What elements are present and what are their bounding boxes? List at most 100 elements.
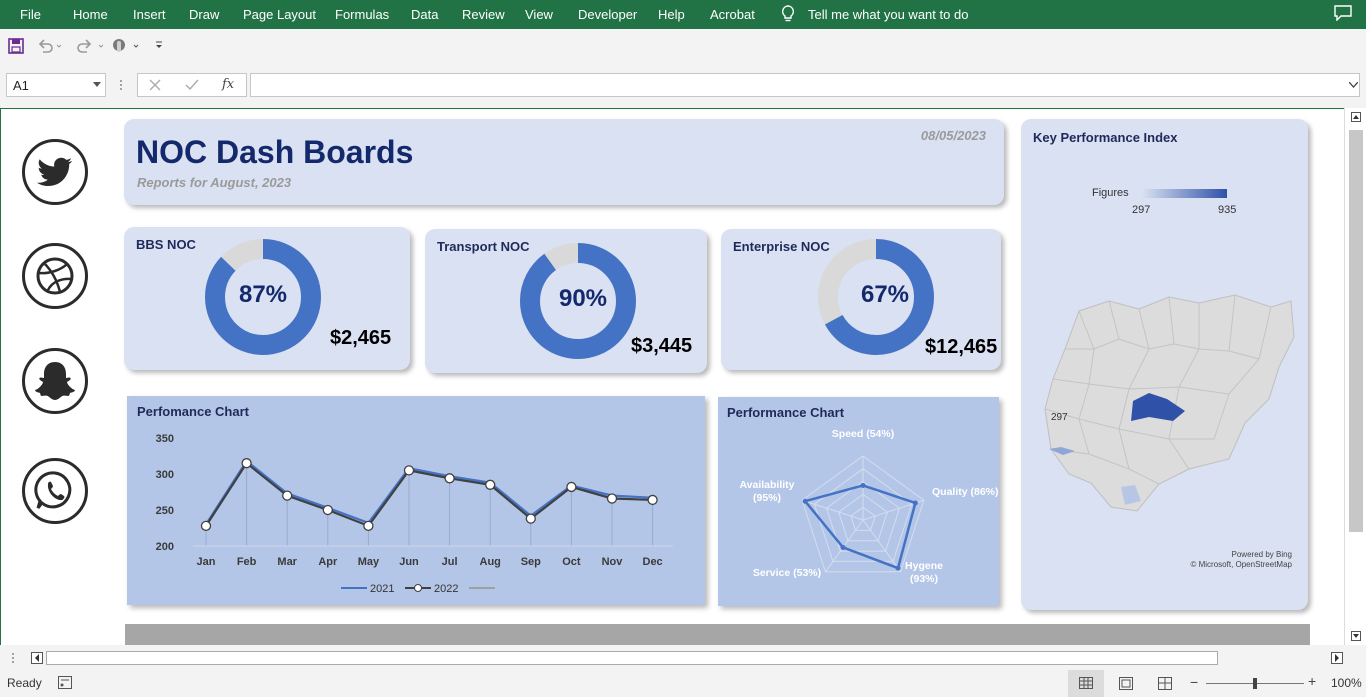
horizontal-scroll-thumb[interactable] bbox=[46, 651, 1218, 665]
x-tick-label: Oct bbox=[562, 556, 581, 568]
undo-icon[interactable] bbox=[37, 38, 63, 54]
x-tick-label: May bbox=[358, 556, 380, 568]
radar-axis-label: Quality (86%) bbox=[932, 486, 999, 498]
tell-me-search[interactable]: Tell me what you want to do bbox=[780, 4, 968, 24]
kpi-percent: 87% bbox=[238, 281, 288, 308]
scroll-up-icon[interactable] bbox=[1351, 112, 1361, 122]
page-layout-view-icon[interactable] bbox=[1119, 677, 1133, 690]
normal-view-button[interactable] bbox=[1068, 670, 1104, 697]
scroll-left-icon[interactable] bbox=[31, 652, 43, 664]
tab-review[interactable]: Review bbox=[462, 7, 505, 22]
x-tick-label: Mar bbox=[277, 556, 297, 568]
tab-help[interactable]: Help bbox=[658, 7, 685, 22]
page-break-view-icon[interactable] bbox=[1158, 677, 1172, 690]
whatsapp-icon bbox=[34, 471, 72, 509]
tab-formulas[interactable]: Formulas bbox=[335, 7, 390, 22]
map-region-label: 297 bbox=[1051, 412, 1068, 423]
tab-data[interactable]: Data bbox=[411, 7, 439, 22]
radar-axis-label: Speed (54%) bbox=[832, 428, 894, 440]
map-legend-max: 935 bbox=[1218, 204, 1237, 216]
snapchat-button[interactable] bbox=[22, 348, 88, 414]
customize-toolbar-icon[interactable] bbox=[154, 39, 164, 51]
y-tick-label: 200 bbox=[156, 541, 174, 553]
map-highlight-region[interactable] bbox=[1131, 393, 1185, 421]
tab-draw[interactable]: Draw bbox=[189, 7, 220, 22]
tab-file[interactable]: File bbox=[20, 7, 41, 22]
lightbulb-icon bbox=[781, 5, 795, 22]
radar-point bbox=[840, 544, 846, 550]
insert-function-button[interactable]: fx bbox=[222, 77, 235, 92]
kpi-percent: 90% bbox=[558, 285, 608, 312]
twitter-icon bbox=[37, 157, 72, 186]
nigeria-map[interactable] bbox=[1039, 289, 1299, 519]
save-icon[interactable] bbox=[8, 38, 24, 54]
data-point bbox=[282, 490, 293, 501]
radar-spoke bbox=[801, 499, 864, 521]
radar-axis-label: Service (53%) bbox=[753, 567, 821, 579]
radar-axis-label-line: Hygene bbox=[905, 560, 943, 572]
data-point bbox=[403, 465, 415, 476]
name-box-value: A1 bbox=[13, 78, 29, 93]
tab-insert[interactable]: Insert bbox=[133, 7, 166, 22]
data-point bbox=[444, 473, 455, 484]
tab-developer[interactable]: Developer bbox=[578, 7, 638, 22]
legend-marker-2022 bbox=[414, 584, 422, 592]
vertical-scroll-thumb[interactable] bbox=[1349, 130, 1363, 532]
tab-home[interactable]: Home bbox=[73, 7, 108, 22]
map-legend-gradient bbox=[1142, 189, 1227, 198]
donut-arc bbox=[205, 239, 321, 355]
expand-formula-bar-icon[interactable] bbox=[1349, 82, 1358, 88]
more-options-icon[interactable] bbox=[118, 78, 124, 92]
radar-axis-label: Availability (95%) bbox=[739, 479, 794, 504]
macro-record-icon[interactable] bbox=[58, 676, 72, 689]
x-tick-label: Nov bbox=[602, 556, 624, 568]
donut-chart-transport bbox=[520, 243, 636, 359]
footer-band bbox=[125, 624, 1310, 646]
x-tick-label: Feb bbox=[237, 556, 257, 568]
data-point bbox=[363, 520, 374, 531]
tab-page-layout[interactable]: Page Layout bbox=[243, 7, 317, 22]
radar-axis-label-line: Speed (54%) bbox=[832, 428, 894, 440]
dribbble-button[interactable] bbox=[22, 243, 88, 309]
formula-input[interactable] bbox=[250, 73, 1360, 97]
snapchat-icon bbox=[35, 362, 75, 400]
comments-icon[interactable] bbox=[1334, 5, 1352, 21]
x-tick-label: Dec bbox=[643, 556, 663, 568]
donut-arc bbox=[520, 243, 636, 359]
zoom-slider-handle[interactable] bbox=[1253, 678, 1257, 689]
kpi-title: BBS NOC bbox=[136, 237, 196, 252]
zoom-out-button[interactable]: − bbox=[1190, 674, 1199, 690]
tab-view[interactable]: View bbox=[525, 7, 553, 22]
donut-arc bbox=[818, 239, 934, 355]
worksheet-canvas[interactable]: NOC Dash Boards Reports for August, 2023… bbox=[0, 108, 1344, 646]
kpi-title: Transport NOC bbox=[437, 239, 530, 254]
scroll-down-icon[interactable] bbox=[1351, 631, 1361, 641]
name-box[interactable]: A1 bbox=[6, 73, 106, 97]
enter-icon[interactable] bbox=[185, 79, 199, 91]
radar-axis-label-line: (93%) bbox=[910, 573, 938, 585]
whatsapp-button[interactable] bbox=[22, 458, 88, 524]
cancel-icon[interactable] bbox=[149, 79, 161, 91]
twitter-button[interactable] bbox=[22, 139, 88, 205]
page-subtitle: Reports for August, 2023 bbox=[137, 175, 292, 190]
kpi-percent: 67% bbox=[860, 281, 910, 308]
x-tick-label: Jan bbox=[197, 556, 216, 568]
data-point bbox=[525, 513, 536, 524]
sheet-options-icon[interactable] bbox=[10, 652, 16, 664]
scroll-right-icon[interactable] bbox=[1331, 652, 1343, 664]
tab-acrobat[interactable]: Acrobat bbox=[710, 7, 755, 22]
redo-icon[interactable] bbox=[75, 38, 105, 54]
horizontal-scroll-area bbox=[0, 645, 1366, 670]
zoom-level[interactable]: 100% bbox=[1331, 676, 1362, 690]
vertical-scrollbar[interactable] bbox=[1344, 108, 1366, 645]
data-point bbox=[241, 458, 252, 469]
chevron-down-icon[interactable] bbox=[93, 82, 101, 88]
radar-point bbox=[802, 498, 808, 504]
radar-gridline bbox=[825, 480, 901, 552]
kpi-card-transport: Transport NOC 90% $3,445 bbox=[425, 229, 707, 373]
map-legend-min: 297 bbox=[1132, 204, 1151, 216]
touch-mode-icon[interactable] bbox=[110, 37, 142, 55]
radar-axis-label-line: Availability bbox=[739, 479, 794, 491]
radar-point bbox=[860, 482, 866, 488]
zoom-in-button[interactable]: + bbox=[1308, 673, 1317, 689]
